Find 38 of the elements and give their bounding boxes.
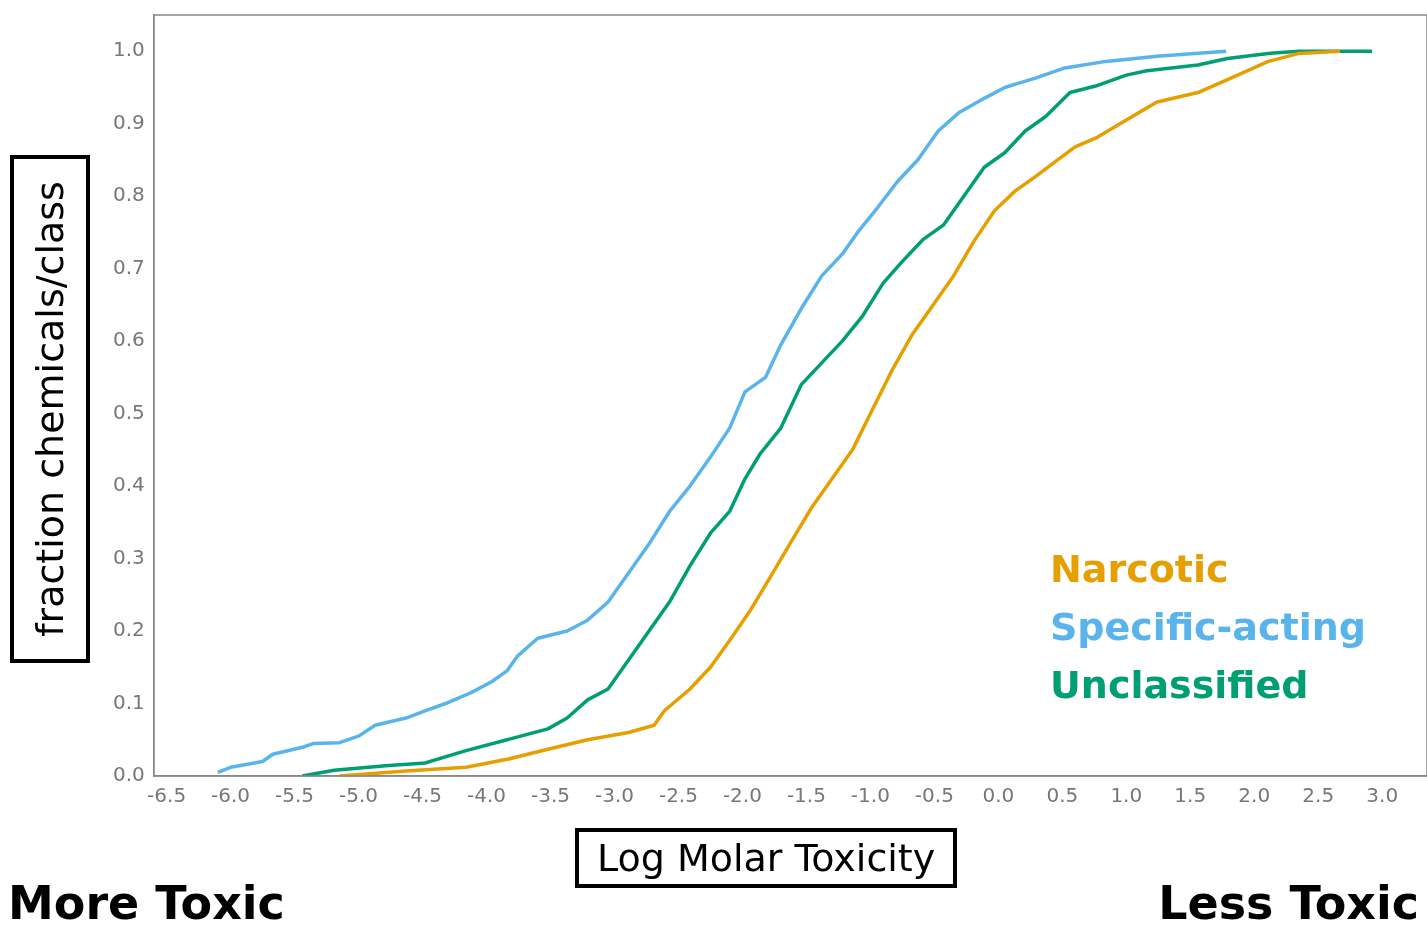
x-tick-label: -6.0 (211, 783, 251, 808)
x-tick-label: -2.5 (658, 783, 698, 808)
x-tick-label: 3.0 (1366, 783, 1399, 808)
x-tick-label: -4.5 (403, 783, 443, 808)
x-axis-title: Log Molar Toxicity (575, 828, 958, 888)
text: Unclassified (1050, 662, 1310, 709)
x-tick-label: -2.0 (722, 783, 762, 808)
y-tick-label: 0.9 (112, 109, 145, 134)
x-tick-label: -4.0 (466, 783, 507, 808)
x-tick-label: -6.5 (147, 783, 187, 808)
y-axis-title: fraction chemicals/class (28, 181, 72, 637)
text: Less Toxic (1158, 876, 1419, 930)
y-tick-label: 0.4 (112, 472, 145, 497)
text: Specific-acting (1050, 604, 1366, 651)
y-tick-label: 0.6 (112, 327, 145, 352)
x-tick-label: -3.5 (530, 783, 570, 808)
y-tick-label: 0.2 (112, 617, 145, 642)
text: More Toxic (8, 876, 285, 930)
x-tick-label: -5.5 (275, 783, 315, 808)
x-tick-label: 1.5 (1174, 783, 1207, 808)
y-tick-label: 0.0 (112, 762, 145, 787)
x-tick-label: -1.5 (786, 783, 826, 808)
y-tick-label: 0.8 (112, 182, 145, 207)
x-tick-label: -3.0 (594, 783, 634, 808)
x-tick-label: -1.0 (850, 783, 890, 808)
y-tick-label: 1.0 (112, 37, 145, 62)
y-tick-label: 0.7 (112, 254, 145, 279)
y-tick-label: 0.1 (112, 689, 145, 714)
x-tick-label: 2.0 (1238, 783, 1271, 808)
x-tick-label: 0.5 (1046, 783, 1079, 808)
x-tick-label: 0.0 (982, 783, 1015, 808)
x-tick-label: -5.0 (339, 783, 379, 808)
x-tick-label: 2.5 (1302, 783, 1335, 808)
y-tick-label: 0.3 (112, 544, 145, 569)
text: Narcotic (1050, 546, 1230, 593)
x-tick-label: -0.5 (914, 783, 954, 808)
y-tick-label: 0.5 (112, 399, 145, 424)
x-tick-label: 1.0 (1110, 783, 1143, 808)
